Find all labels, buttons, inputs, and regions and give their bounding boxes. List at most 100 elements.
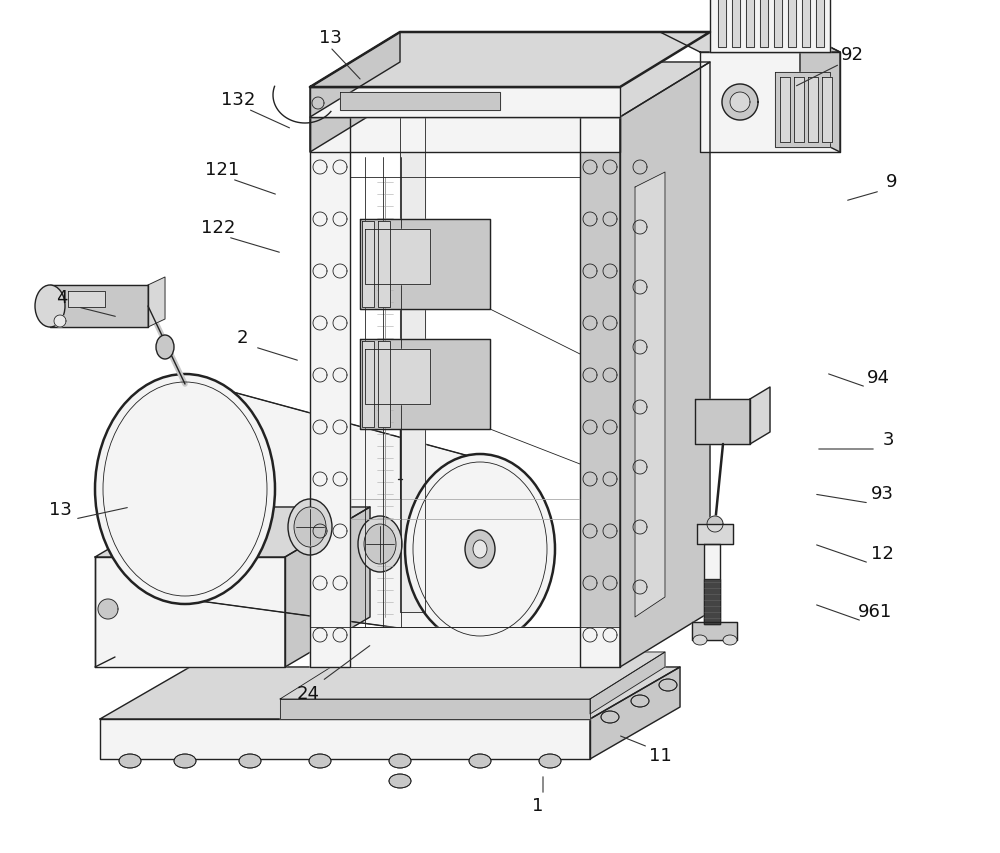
Polygon shape bbox=[68, 292, 105, 308]
Ellipse shape bbox=[364, 525, 396, 565]
Polygon shape bbox=[285, 508, 370, 667]
Ellipse shape bbox=[294, 508, 326, 548]
Ellipse shape bbox=[601, 711, 619, 723]
Ellipse shape bbox=[389, 754, 411, 768]
Text: 12: 12 bbox=[871, 544, 893, 562]
Polygon shape bbox=[95, 557, 285, 667]
Text: 961: 961 bbox=[858, 602, 892, 620]
Polygon shape bbox=[580, 118, 620, 667]
Text: 92: 92 bbox=[840, 46, 864, 64]
Text: 94: 94 bbox=[866, 368, 890, 386]
Polygon shape bbox=[746, 0, 754, 48]
Polygon shape bbox=[635, 173, 665, 618]
Polygon shape bbox=[704, 579, 720, 624]
Ellipse shape bbox=[35, 286, 65, 328]
Polygon shape bbox=[98, 600, 118, 619]
Ellipse shape bbox=[405, 455, 555, 644]
Polygon shape bbox=[185, 380, 480, 639]
Ellipse shape bbox=[473, 540, 487, 559]
Polygon shape bbox=[50, 286, 148, 328]
Polygon shape bbox=[802, 0, 810, 48]
Polygon shape bbox=[780, 78, 790, 142]
Polygon shape bbox=[788, 0, 796, 48]
Polygon shape bbox=[700, 53, 840, 153]
Polygon shape bbox=[310, 88, 620, 118]
Ellipse shape bbox=[723, 635, 737, 645]
Polygon shape bbox=[718, 0, 726, 48]
Ellipse shape bbox=[465, 531, 495, 568]
Ellipse shape bbox=[174, 754, 196, 768]
Text: 13: 13 bbox=[49, 501, 71, 519]
Polygon shape bbox=[378, 341, 390, 427]
Polygon shape bbox=[310, 63, 400, 153]
Ellipse shape bbox=[358, 516, 402, 572]
Ellipse shape bbox=[119, 754, 141, 768]
Polygon shape bbox=[54, 316, 66, 328]
Text: 93: 93 bbox=[870, 485, 894, 502]
Polygon shape bbox=[310, 118, 350, 667]
Polygon shape bbox=[310, 63, 440, 118]
Text: 9: 9 bbox=[886, 173, 898, 191]
Polygon shape bbox=[800, 33, 840, 153]
Polygon shape bbox=[148, 278, 165, 328]
Text: 2: 2 bbox=[236, 328, 248, 346]
Polygon shape bbox=[692, 623, 737, 641]
Polygon shape bbox=[95, 508, 370, 557]
Polygon shape bbox=[360, 339, 490, 430]
Polygon shape bbox=[707, 516, 723, 532]
Text: 132: 132 bbox=[221, 91, 255, 109]
Ellipse shape bbox=[95, 374, 275, 604]
Ellipse shape bbox=[659, 679, 677, 691]
Polygon shape bbox=[620, 63, 710, 667]
Polygon shape bbox=[400, 63, 425, 612]
Ellipse shape bbox=[309, 754, 331, 768]
Text: 3: 3 bbox=[882, 431, 894, 449]
Ellipse shape bbox=[288, 499, 332, 555]
Polygon shape bbox=[100, 667, 680, 719]
Polygon shape bbox=[365, 350, 430, 404]
Text: 1: 1 bbox=[532, 796, 544, 814]
Polygon shape bbox=[310, 33, 400, 118]
Polygon shape bbox=[378, 222, 390, 308]
Polygon shape bbox=[710, 0, 830, 53]
Polygon shape bbox=[695, 399, 750, 444]
Polygon shape bbox=[590, 653, 665, 714]
Polygon shape bbox=[365, 229, 430, 285]
Ellipse shape bbox=[239, 754, 261, 768]
Polygon shape bbox=[816, 0, 824, 48]
Polygon shape bbox=[732, 0, 740, 48]
Text: 11: 11 bbox=[649, 746, 671, 764]
Text: 122: 122 bbox=[201, 218, 235, 237]
Text: 24: 24 bbox=[297, 684, 320, 702]
Polygon shape bbox=[100, 719, 590, 759]
Ellipse shape bbox=[469, 754, 491, 768]
Ellipse shape bbox=[693, 635, 707, 645]
Polygon shape bbox=[808, 78, 818, 142]
Text: 121: 121 bbox=[205, 161, 239, 179]
Polygon shape bbox=[704, 544, 720, 624]
Polygon shape bbox=[774, 0, 782, 48]
Polygon shape bbox=[730, 93, 750, 113]
Polygon shape bbox=[362, 341, 374, 427]
Polygon shape bbox=[310, 627, 620, 667]
Polygon shape bbox=[822, 78, 832, 142]
Polygon shape bbox=[280, 699, 590, 719]
Polygon shape bbox=[775, 73, 830, 148]
Polygon shape bbox=[590, 667, 680, 759]
Text: 13: 13 bbox=[319, 29, 341, 47]
Polygon shape bbox=[722, 85, 758, 121]
Polygon shape bbox=[310, 118, 620, 153]
Polygon shape bbox=[360, 220, 490, 310]
Polygon shape bbox=[340, 93, 500, 111]
Ellipse shape bbox=[156, 335, 174, 360]
Polygon shape bbox=[750, 387, 770, 444]
Polygon shape bbox=[310, 33, 710, 88]
Polygon shape bbox=[794, 78, 804, 142]
Ellipse shape bbox=[389, 774, 411, 788]
Polygon shape bbox=[310, 63, 710, 118]
Text: 4: 4 bbox=[56, 288, 68, 306]
Polygon shape bbox=[660, 33, 840, 53]
Polygon shape bbox=[362, 222, 374, 308]
Polygon shape bbox=[760, 0, 768, 48]
Ellipse shape bbox=[631, 695, 649, 707]
